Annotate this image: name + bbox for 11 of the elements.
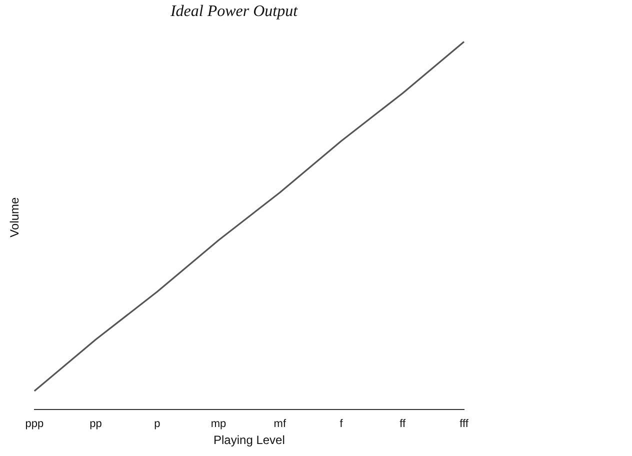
x-axis-title: Playing Level: [214, 433, 285, 448]
x-tick-label: fff: [460, 418, 470, 430]
x-tick-label: ff: [400, 418, 407, 430]
y-axis-title: Volume: [8, 196, 22, 238]
x-tick-label: p: [154, 418, 160, 430]
x-tick-label: f: [340, 418, 344, 430]
x-tick-label: mf: [274, 418, 287, 430]
x-tick-label: pp: [90, 418, 102, 430]
x-tick-label: mp: [210, 418, 226, 430]
chart-title: Ideal Power Output: [169, 2, 298, 20]
x-tick-label: ppp: [25, 418, 44, 430]
